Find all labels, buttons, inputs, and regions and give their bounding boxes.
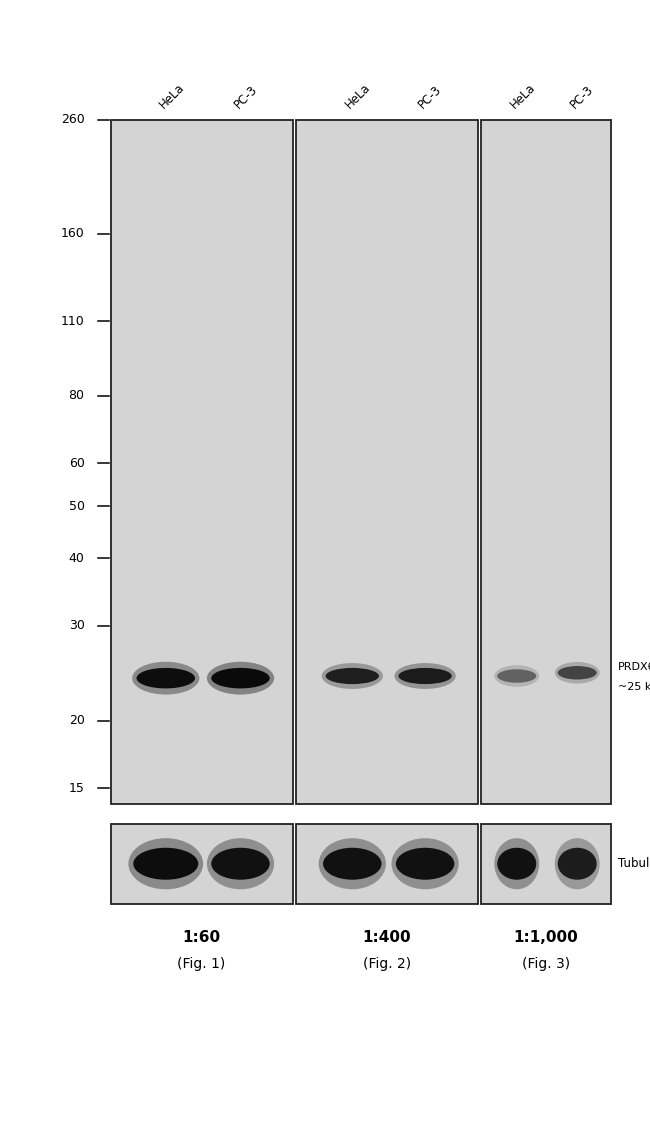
Text: PC-3: PC-3	[416, 82, 444, 111]
Ellipse shape	[207, 662, 274, 695]
Text: 160: 160	[60, 227, 84, 240]
Text: PC-3: PC-3	[568, 82, 596, 111]
Ellipse shape	[396, 848, 454, 880]
Ellipse shape	[136, 667, 195, 688]
Bar	[111, 120, 293, 804]
Text: 60: 60	[69, 456, 84, 470]
Text: 110: 110	[60, 315, 84, 327]
Ellipse shape	[323, 848, 382, 880]
Text: ~25 kDa: ~25 kDa	[618, 682, 650, 693]
Text: PC-3: PC-3	[231, 82, 259, 111]
Text: HeLa: HeLa	[343, 81, 373, 111]
Ellipse shape	[207, 839, 274, 889]
Ellipse shape	[391, 839, 459, 889]
Text: 15: 15	[69, 782, 84, 794]
Text: 40: 40	[69, 552, 84, 565]
Ellipse shape	[211, 667, 270, 688]
Text: PRDX6: PRDX6	[618, 662, 650, 672]
Ellipse shape	[497, 670, 536, 682]
Ellipse shape	[555, 839, 599, 889]
Bar	[296, 120, 478, 804]
Ellipse shape	[129, 839, 203, 889]
Ellipse shape	[326, 667, 379, 685]
Ellipse shape	[494, 839, 539, 889]
Text: 1:60: 1:60	[183, 930, 220, 946]
Ellipse shape	[318, 839, 386, 889]
Ellipse shape	[494, 665, 539, 687]
Text: HeLa: HeLa	[508, 81, 538, 111]
Text: Tubulin: Tubulin	[618, 857, 650, 871]
Text: 1:400: 1:400	[363, 930, 411, 946]
Text: 1:1,000: 1:1,000	[514, 930, 578, 946]
Bar	[296, 824, 478, 904]
Ellipse shape	[558, 666, 597, 680]
Text: 80: 80	[68, 389, 84, 403]
Ellipse shape	[395, 663, 456, 689]
Text: (Fig. 3): (Fig. 3)	[522, 957, 570, 971]
Text: 30: 30	[69, 620, 84, 632]
Text: 260: 260	[60, 113, 84, 127]
Ellipse shape	[497, 848, 536, 880]
Ellipse shape	[211, 848, 270, 880]
Ellipse shape	[558, 848, 597, 880]
Bar	[111, 824, 293, 904]
Ellipse shape	[555, 662, 599, 683]
Text: (Fig. 1): (Fig. 1)	[177, 957, 226, 971]
Text: 50: 50	[68, 500, 84, 512]
Bar	[481, 824, 611, 904]
Ellipse shape	[398, 667, 452, 685]
Text: 20: 20	[69, 714, 84, 727]
Bar	[481, 120, 611, 804]
Ellipse shape	[133, 848, 198, 880]
Ellipse shape	[322, 663, 383, 689]
Text: HeLa: HeLa	[157, 81, 187, 111]
Text: (Fig. 2): (Fig. 2)	[363, 957, 411, 971]
Ellipse shape	[132, 662, 200, 695]
